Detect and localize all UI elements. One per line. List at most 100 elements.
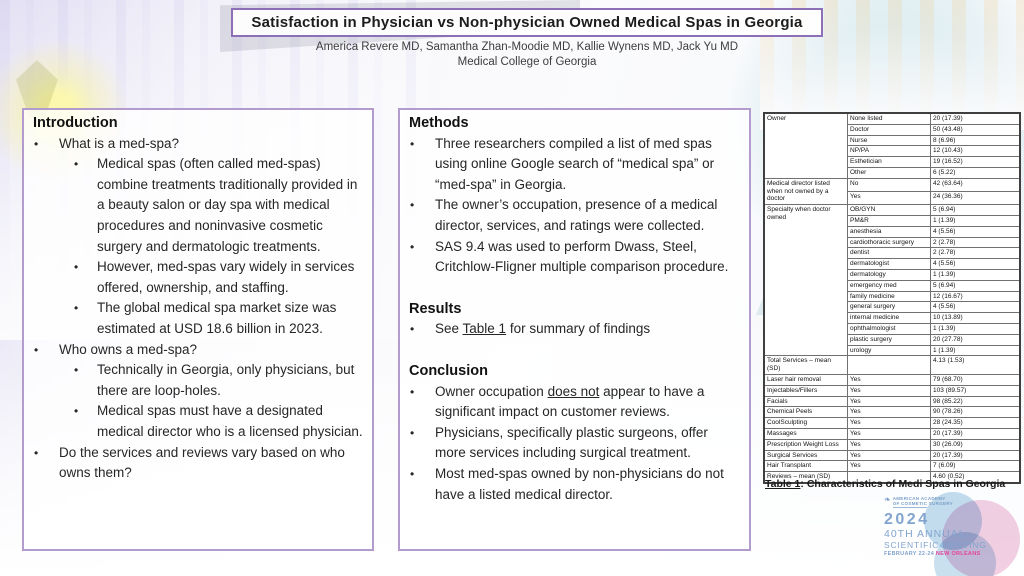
bullet-text: Physicians, specifically plastic surgeon… [435, 424, 708, 461]
table-subcategory-cell: emergency med [847, 279, 931, 292]
table-subcategory-cell: dermatology [847, 268, 931, 281]
table-row: Hair Transplant Yes 7 (6.09) [763, 460, 1021, 473]
table-row: Reviews – mean (SD) 4.60 (0.52) [763, 471, 1021, 484]
table-value-cell: 50 (43.48) [930, 123, 1021, 136]
table-value-cell: 4 (5.56) [930, 225, 1021, 238]
table-subcategory-cell [847, 355, 931, 375]
table-row: Medical director listed when not owned b… [763, 177, 1021, 206]
table-row: Specialty when doctor owned OB/GYN 5 (6.94… [763, 204, 1021, 357]
table-group-label: Facials [763, 395, 848, 408]
table-value-cell: 98 (85.22) [930, 395, 1021, 408]
bullet-text: The owner’s occupation, presence of a me… [435, 197, 718, 233]
table-subcategory-cell: Esthetician [847, 156, 931, 168]
table1-body: Owner None listed 20 (17.39) Doctor 50 (43.4… [763, 112, 1021, 484]
table-subcategory-cell: plastic surgery [847, 333, 931, 346]
aacs-meeting-logo: ❧ AMERICAN ACADEMY OF COSMETIC SURGERY 2… [878, 492, 1024, 576]
bullet-item: • Medical spas (often called med-spas) co… [24, 154, 364, 257]
bullet-item: • Who owns a med-spa? [24, 340, 364, 361]
table-value-cell: 4 (5.56) [930, 301, 1021, 314]
table-subcategory-cell: family medicine [847, 290, 931, 303]
authors-line: America Revere MD, Samantha Zhan-Moodie … [315, 41, 739, 53]
bullet-item: • The owner’s occupation, presence of a m… [400, 195, 741, 236]
table1-grid: Owner None listed 20 (17.39) Doctor 50 (43.4… [763, 112, 1021, 484]
table-value-cell: 103 (89.57) [930, 384, 1021, 397]
table-value-cell: 5 (6.94) [930, 204, 1021, 216]
table-value-cell: 30 (26.09) [930, 438, 1021, 451]
poster-title: Satisfaction in Physician vs Non-physici… [251, 14, 803, 31]
bullet-marker-icon: • [74, 404, 79, 419]
table-subcategory-cell: internal medicine [847, 312, 931, 324]
aacs-org-line2: OF COSMETIC SURGERY [892, 501, 953, 506]
aacs-tagline-line [892, 507, 927, 508]
table-row: Prescription Weight Loss Yes 30 (26.09) [763, 438, 1021, 451]
box-section: Methods • Three researchers compiled a lis… [400, 113, 741, 278]
bullet-marker-icon: • [34, 136, 39, 151]
bullet-text: The global medical spa market size was e… [97, 300, 337, 336]
table-group-label: Laser hair removal [763, 373, 848, 386]
table-row: Facials Yes 98 (85.22) [763, 395, 1021, 408]
bullet-marker-icon: • [74, 363, 79, 378]
logo-blue-circle2-icon [934, 532, 996, 576]
table-subcategory-cell: cardiothoracic surgery [847, 236, 931, 249]
table-row: Surgical Services Yes 20 (17.39) [763, 449, 1021, 462]
bullet-marker-icon: • [410, 322, 415, 337]
table-value-cell: 8 (6.96) [930, 134, 1021, 147]
table-row: CoolSculpting Yes 28 (24.35) [763, 417, 1021, 429]
table-subcategory-cell: Yes [847, 438, 931, 451]
bullet-text: What is a med-spa? [59, 135, 180, 151]
table-value-cell: 24 (36.36) [930, 190, 1021, 206]
box-section: Results • See Table 1 for summary of findi… [400, 299, 741, 340]
bullet-marker-icon: • [410, 136, 415, 151]
table-row: Total Services – mean (SD) 4.13 (1.53) [763, 355, 1021, 375]
table-value-cell: 2 (2.78) [930, 236, 1021, 249]
logo-year: 2024 [884, 511, 930, 528]
bullet-text: Three researchers compiled a list of med… [435, 135, 715, 192]
bullet-item: • See Table 1 for summary of findings [400, 319, 741, 340]
table-row: Injectables/Fillers Yes 103 (89.57) [763, 384, 1021, 397]
bullet-item: • The global medical spa market size was … [24, 298, 364, 339]
bullet-item: • However, med-spas vary widely in servic… [24, 257, 364, 298]
bullet-item: • Owner occupation does not appear to hav… [400, 382, 741, 423]
bullet-text: However, med-spas vary widely in service… [97, 259, 355, 295]
aacs-org-block: ❧ AMERICAN ACADEMY OF COSMETIC SURGERY [884, 496, 987, 508]
table-row: Massages Yes 20 (17.39) [763, 427, 1021, 440]
table-subcategory-cell: Yes [847, 406, 931, 419]
table-subcategory-cell: None listed [847, 112, 931, 125]
bullet-marker-icon: • [410, 239, 415, 254]
table-row: Chemical Peels Yes 90 (78.26) [763, 406, 1021, 419]
table-subcategory-cell: PM&R [847, 214, 931, 227]
bullet-text: Who owns a med-spa? [59, 341, 198, 357]
table-value-cell: 4 (5.56) [930, 258, 1021, 270]
table-group-label: Chemical Peels [763, 406, 848, 419]
table-value-cell: 20 (17.39) [930, 449, 1021, 462]
table-value-cell: 5 (6.94) [930, 279, 1021, 292]
bullet-marker-icon: • [34, 445, 39, 460]
bullet-item: • Three researchers compiled a list of me… [400, 134, 741, 196]
table-group-label: Injectables/Fillers [763, 384, 848, 397]
table-value-cell: 42 (63.64) [930, 177, 1021, 192]
bullet-marker-icon: • [74, 301, 79, 316]
table-row: Esthetician 19 (16.52) [764, 156, 1021, 168]
bullet-text: See Table 1 for summary of findings [435, 321, 651, 337]
table-subcategory-cell: Yes [847, 449, 931, 462]
table-subcategory-cell: dentist [847, 247, 931, 260]
box-section: Introduction • What is a med-spa? • Medical … [24, 113, 364, 484]
logo-annual-line: 40TH ANNUAL [884, 528, 966, 540]
table-group-label: Massages [763, 427, 848, 440]
table-value-cell: 28 (24.35) [930, 417, 1021, 429]
box-section: Conclusion • Owner occupation does not app… [400, 361, 741, 505]
table-row: Laser hair removal Yes 79 (68.70) [763, 373, 1021, 386]
table-subcategory-cell: Nurse [847, 134, 931, 147]
table-value-cell: 90 (78.26) [930, 406, 1021, 419]
affiliation-line: Medical College of Georgia [457, 56, 597, 68]
logo-meeting-line: SCIENTIFIC MEETING [884, 540, 987, 550]
bullet-text: Medical spas (often called med-spas) com… [97, 156, 358, 254]
table-group-label: Hair Transplant [763, 460, 848, 473]
bullet-item: • Technically in Georgia, only physicians… [24, 360, 364, 401]
table-value-cell: 6 (5.22) [930, 166, 1021, 179]
table-subcategory-cell: OB/GYN [847, 204, 931, 216]
bullet-item: • Most med-spas owned by non-physicians d… [400, 464, 741, 505]
table-row: anesthesia 4 (5.56) [764, 225, 1021, 238]
aacs-org-line1: AMERICAN ACADEMY [892, 496, 946, 501]
table-row: Nurse 8 (6.96) [764, 134, 1021, 147]
